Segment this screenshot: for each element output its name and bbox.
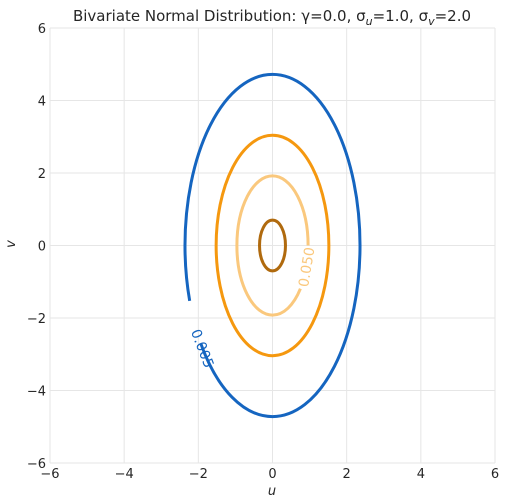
x-tick-label: 4 [417,467,425,482]
y-tick-labels: −6 −4 −2 0 2 4 6 [27,22,46,472]
contour-line-0.005 [183,72,362,419]
contour-label-0.005: 0.005 [187,327,216,370]
y-tick-label: 0 [38,240,46,255]
x-tick-label: 6 [491,467,499,482]
contour-line-0.050 [235,174,310,317]
contour-lines [183,72,362,419]
x-axis-label: u [268,484,276,499]
x-tick-label: −6 [40,467,59,482]
y-axis-label: v [4,240,19,248]
x-tick-labels: −6 −4 −2 0 2 4 6 [40,467,499,482]
grid [49,27,496,464]
contour-labels: 0.005 0.050 [187,246,319,370]
y-tick-label: 2 [38,167,46,182]
y-tick-label: −4 [27,385,46,400]
y-tick-label: 6 [38,22,46,37]
x-tick-label: 2 [343,467,351,482]
x-tick-label: −4 [115,467,134,482]
y-tick-label: 4 [38,95,46,110]
contour-line-0.020 [214,133,331,358]
x-tick-label: 0 [268,467,276,482]
chart-title: Bivariate Normal Distribution: γ=0.0, σu… [73,7,471,28]
y-tick-label: −2 [27,312,46,327]
contour-line-0.075 [258,218,287,273]
x-tick-label: −2 [189,467,208,482]
y-tick-label: −6 [27,457,46,472]
contour-label-0.050: 0.050 [296,246,318,288]
